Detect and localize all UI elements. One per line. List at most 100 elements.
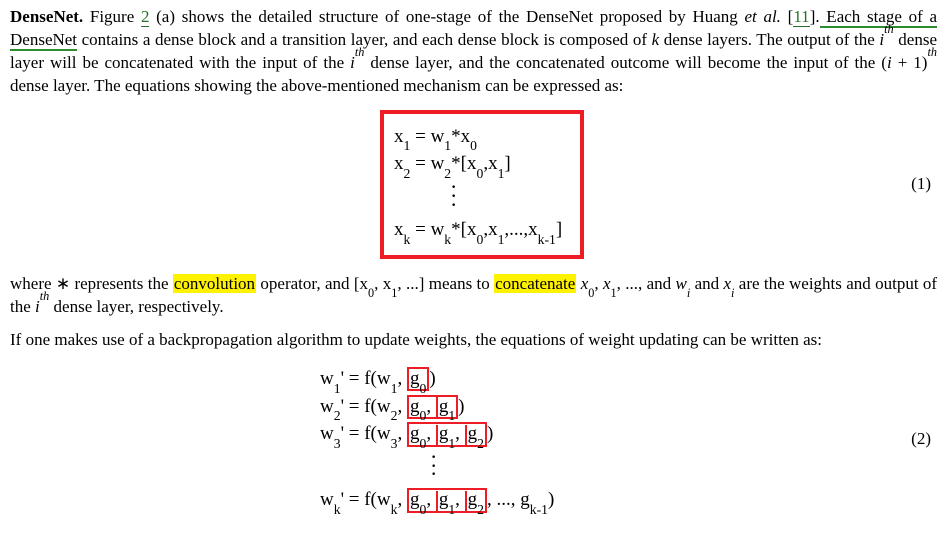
sub: 0	[470, 138, 477, 153]
comma: ,	[397, 423, 407, 444]
text: dense layer. The equations showing the a…	[10, 76, 623, 95]
equation-2-body: w1' = f(w1, g0) w2' = f(w2, g0, g1) w3' …	[320, 364, 554, 515]
sub: i	[687, 286, 690, 300]
text: operator, and	[256, 274, 354, 293]
sub: k	[334, 502, 341, 517]
sub: 1	[611, 286, 617, 300]
paragraph-densenet-intro: DenseNet. Figure 2 (a) shows the detaile…	[10, 6, 937, 98]
comma: ,	[455, 489, 465, 510]
text: dense layer, respectively.	[49, 297, 223, 316]
heading-densenet: DenseNet.	[10, 7, 83, 26]
red-divider-icon	[465, 491, 467, 511]
highlight-concatenate: concatenate	[494, 274, 576, 293]
page-root: DenseNet. Figure 2 (a) shows the detaile…	[0, 0, 947, 535]
sub: 1	[448, 408, 455, 423]
text: , ...,	[617, 274, 643, 293]
eq2-line3: w3' = f(w3, g0, g1, g2)	[320, 421, 554, 447]
var-g: g	[439, 396, 449, 417]
text: )	[458, 396, 464, 417]
text: , ..., g	[487, 489, 530, 510]
sub: 0	[368, 286, 374, 300]
var-x: x	[394, 126, 404, 147]
comma: ,	[397, 396, 407, 417]
sub: k-1	[530, 502, 548, 517]
text: (a) shows the detailed structure of one-…	[149, 7, 744, 26]
prime: '	[341, 423, 344, 444]
text: )	[548, 489, 554, 510]
text: dense layers. The output of the	[659, 30, 879, 49]
text: f(w	[364, 396, 390, 417]
sub: 1	[334, 381, 341, 396]
var-w: w	[431, 153, 445, 174]
sub: 2	[444, 166, 451, 181]
prime: '	[341, 396, 344, 417]
sub: 0	[419, 408, 426, 423]
equation-1-row: x1 = w1*x0 x2 = w2*[x0,x1] ··· xk = wk*[…	[10, 110, 937, 259]
eq2-line2: w2' = f(w2, g0, g1)	[320, 394, 554, 420]
sub: k	[391, 502, 398, 517]
red-divider-icon	[436, 425, 438, 445]
sub: 0	[419, 436, 426, 451]
equals: =	[349, 423, 364, 444]
text: f(w	[364, 368, 390, 389]
sub: 1	[404, 138, 411, 153]
equation-2-number: (2)	[911, 428, 937, 451]
sub: 0	[419, 381, 426, 396]
var-x: x	[461, 126, 471, 147]
sub: 1	[448, 502, 455, 517]
eq1-linek: xk = wk*[x0,x1,...,xk-1]	[394, 217, 562, 243]
equals: =	[415, 126, 430, 147]
var-g: g	[468, 489, 478, 510]
math-open: [x	[354, 274, 368, 293]
text: , ...]	[397, 274, 424, 293]
eq2-linek: wk' = f(wk, g0, g1, g2, ..., gk-1)	[320, 487, 554, 513]
equation-1-body: x1 = w1*x0 x2 = w2*[x0,x1] ··· xk = wk*[…	[380, 110, 584, 259]
math-wi: w	[676, 274, 687, 293]
sub: 2	[477, 502, 484, 517]
equals: =	[349, 396, 364, 417]
equation-2-row: w1' = f(w1, g0) w2' = f(w2, g0, g1) w3' …	[10, 364, 937, 515]
citation-link-11[interactable]: 11	[793, 7, 809, 27]
vertical-dots-icon: ···	[394, 179, 562, 215]
text: f(w	[364, 423, 390, 444]
sub: 1	[391, 381, 398, 396]
text: , x	[374, 274, 391, 293]
text: and	[690, 274, 723, 293]
text-bracket: ]	[556, 219, 562, 240]
equals: =	[349, 489, 364, 510]
math-th: th	[884, 22, 894, 36]
text: )	[487, 423, 493, 444]
math-th: th	[40, 289, 50, 303]
star: *	[451, 126, 461, 147]
math-x1: x	[603, 274, 611, 293]
equation-1-number: (1)	[911, 173, 937, 196]
text: )	[429, 368, 435, 389]
redbox-g0: g0	[407, 367, 429, 391]
var-g: g	[439, 489, 449, 510]
text: f(w	[364, 489, 390, 510]
redbox-g0: g0, g1, g2	[407, 488, 487, 513]
sub: 3	[391, 436, 398, 451]
sub: 1	[444, 138, 451, 153]
var-g: g	[439, 423, 449, 444]
var-x: x	[394, 219, 404, 240]
comma: ,	[397, 489, 407, 510]
sub: 1	[498, 232, 505, 247]
var-w: w	[320, 489, 334, 510]
var-w: w	[320, 368, 334, 389]
sub: 0	[419, 502, 426, 517]
var-w: w	[320, 396, 334, 417]
var-x: x	[394, 153, 404, 174]
sub: 1	[498, 166, 505, 181]
sub: k	[444, 232, 451, 247]
equals: =	[349, 368, 364, 389]
text	[781, 7, 788, 26]
equals: =	[415, 153, 430, 174]
sub: 3	[334, 436, 341, 451]
math-plus1: + 1)	[892, 53, 928, 72]
sub: 1	[448, 436, 455, 451]
redbox-g0: g0, g1	[407, 395, 458, 420]
equation-1-redbox: x1 = w1*x0 x2 = w2*[x0,x1] ··· xk = wk*[…	[380, 110, 584, 259]
equals: =	[415, 219, 430, 240]
text: dense layer, and the concatenated outcom…	[364, 53, 881, 72]
